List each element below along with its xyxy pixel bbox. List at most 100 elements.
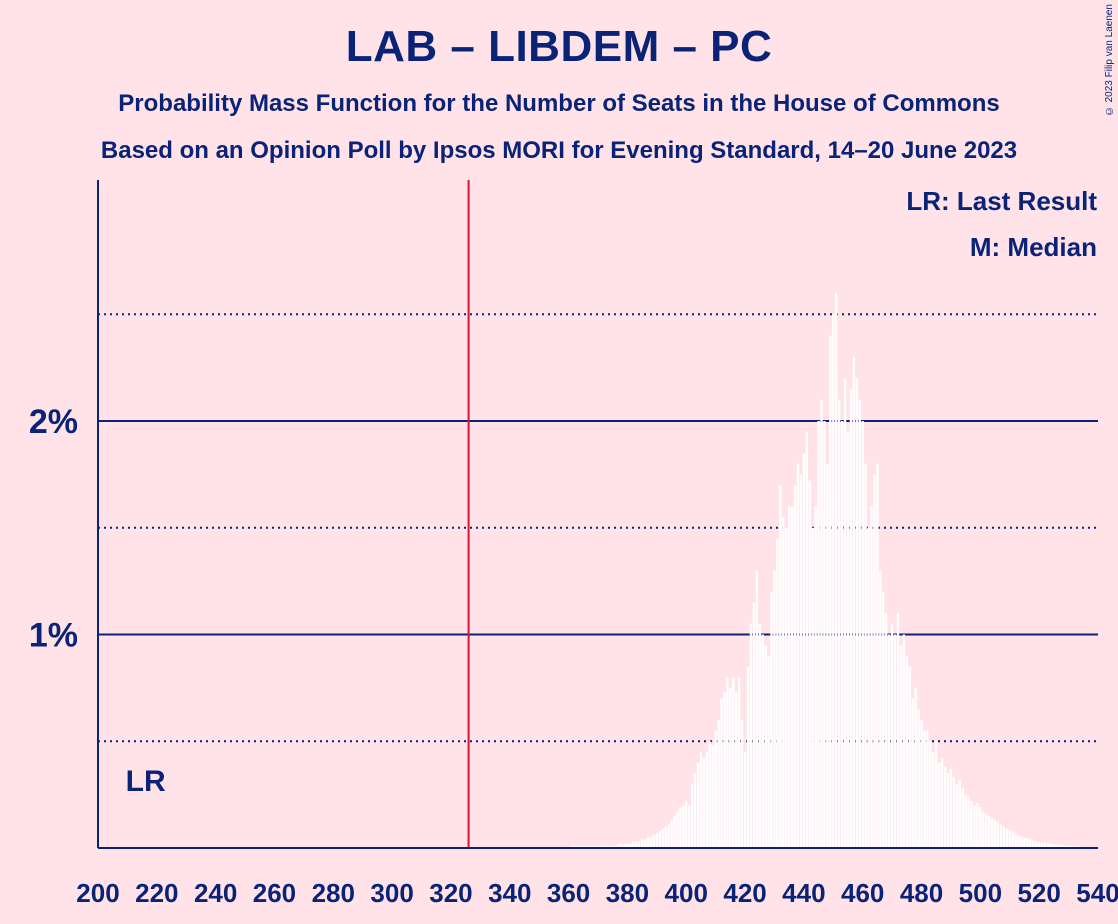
bar (655, 833, 658, 848)
bar (705, 751, 708, 848)
bar (1014, 833, 1017, 848)
bar (658, 830, 661, 848)
bar (914, 687, 917, 848)
bar (623, 843, 626, 848)
bar (1052, 844, 1056, 848)
x-tick-label: 320 (429, 878, 472, 908)
bar (820, 399, 823, 848)
bar (988, 815, 991, 848)
bar (767, 655, 770, 848)
bar (990, 818, 994, 848)
bar (749, 623, 753, 848)
bar (938, 762, 941, 848)
bar (602, 845, 606, 848)
bar (617, 843, 620, 848)
bar (917, 709, 920, 848)
bar (905, 655, 908, 848)
bar (885, 613, 888, 848)
y-tick-label: 1% (29, 617, 78, 655)
bar (1029, 839, 1032, 848)
legend-entry: M: Median (970, 232, 1097, 262)
bar (870, 506, 873, 848)
bar (932, 751, 935, 848)
bar (776, 538, 779, 848)
bar (611, 845, 614, 848)
last-result-label: LR (126, 765, 166, 798)
chart-title: LAB – LIBDEM – PC (345, 22, 773, 71)
bar (570, 845, 573, 848)
bar (702, 758, 706, 848)
bar (732, 677, 735, 848)
x-tick-label: 500 (959, 878, 1002, 908)
bar (740, 719, 744, 848)
bar (929, 741, 932, 848)
bar (664, 826, 667, 848)
bar (729, 687, 732, 848)
gridlines (98, 313, 1098, 743)
x-tick-label: 240 (194, 878, 237, 908)
x-tick-label: 520 (1017, 878, 1060, 908)
bar (773, 570, 776, 848)
bar (1035, 841, 1038, 848)
bar (940, 758, 944, 848)
bar (1043, 842, 1047, 848)
x-tick-label: 340 (488, 878, 531, 908)
bar (999, 824, 1003, 848)
bar (802, 453, 806, 848)
bar (661, 828, 664, 848)
bar (973, 805, 976, 848)
bar (911, 698, 914, 848)
bar (743, 751, 747, 848)
bar (717, 719, 720, 848)
bar (1026, 838, 1029, 848)
bar (1038, 842, 1041, 848)
bar (582, 845, 585, 848)
bar (726, 677, 729, 848)
bar (708, 741, 711, 848)
bar (620, 843, 623, 848)
bar (979, 807, 982, 848)
bar (920, 719, 923, 848)
chart-subtitle-source: Based on an Opinion Poll by Ipsos MORI f… (100, 137, 1018, 164)
bar (1023, 837, 1026, 848)
bar (699, 751, 703, 848)
bar (1040, 842, 1044, 848)
bar (958, 779, 961, 848)
bar (949, 769, 953, 848)
bar (1017, 835, 1020, 848)
bar (861, 421, 864, 848)
bar (590, 845, 594, 848)
bar (814, 506, 817, 848)
bar (693, 773, 697, 848)
bar (858, 399, 861, 848)
bar (638, 841, 641, 848)
bar (670, 820, 673, 848)
bar (755, 570, 758, 848)
bar (840, 421, 844, 848)
x-tick-label: 300 (370, 878, 413, 908)
bar (985, 813, 988, 848)
bar (1061, 845, 1064, 848)
bar (605, 845, 608, 848)
x-tick-label: 220 (135, 878, 178, 908)
bar (1055, 844, 1058, 848)
bar (579, 845, 582, 848)
bar (1073, 845, 1076, 848)
bar (652, 835, 656, 848)
bar (796, 463, 800, 848)
bar (1046, 843, 1050, 848)
bar (993, 820, 997, 848)
bar (817, 421, 820, 848)
bar (879, 570, 882, 848)
bar (738, 677, 741, 848)
x-tick-label: 540 (1076, 878, 1118, 908)
bar (1002, 826, 1006, 848)
bar (679, 807, 682, 848)
bar (855, 378, 858, 848)
bar (1076, 845, 1079, 848)
bar (1020, 836, 1023, 848)
bar (843, 378, 847, 848)
bar (935, 741, 938, 848)
bar (852, 356, 856, 848)
